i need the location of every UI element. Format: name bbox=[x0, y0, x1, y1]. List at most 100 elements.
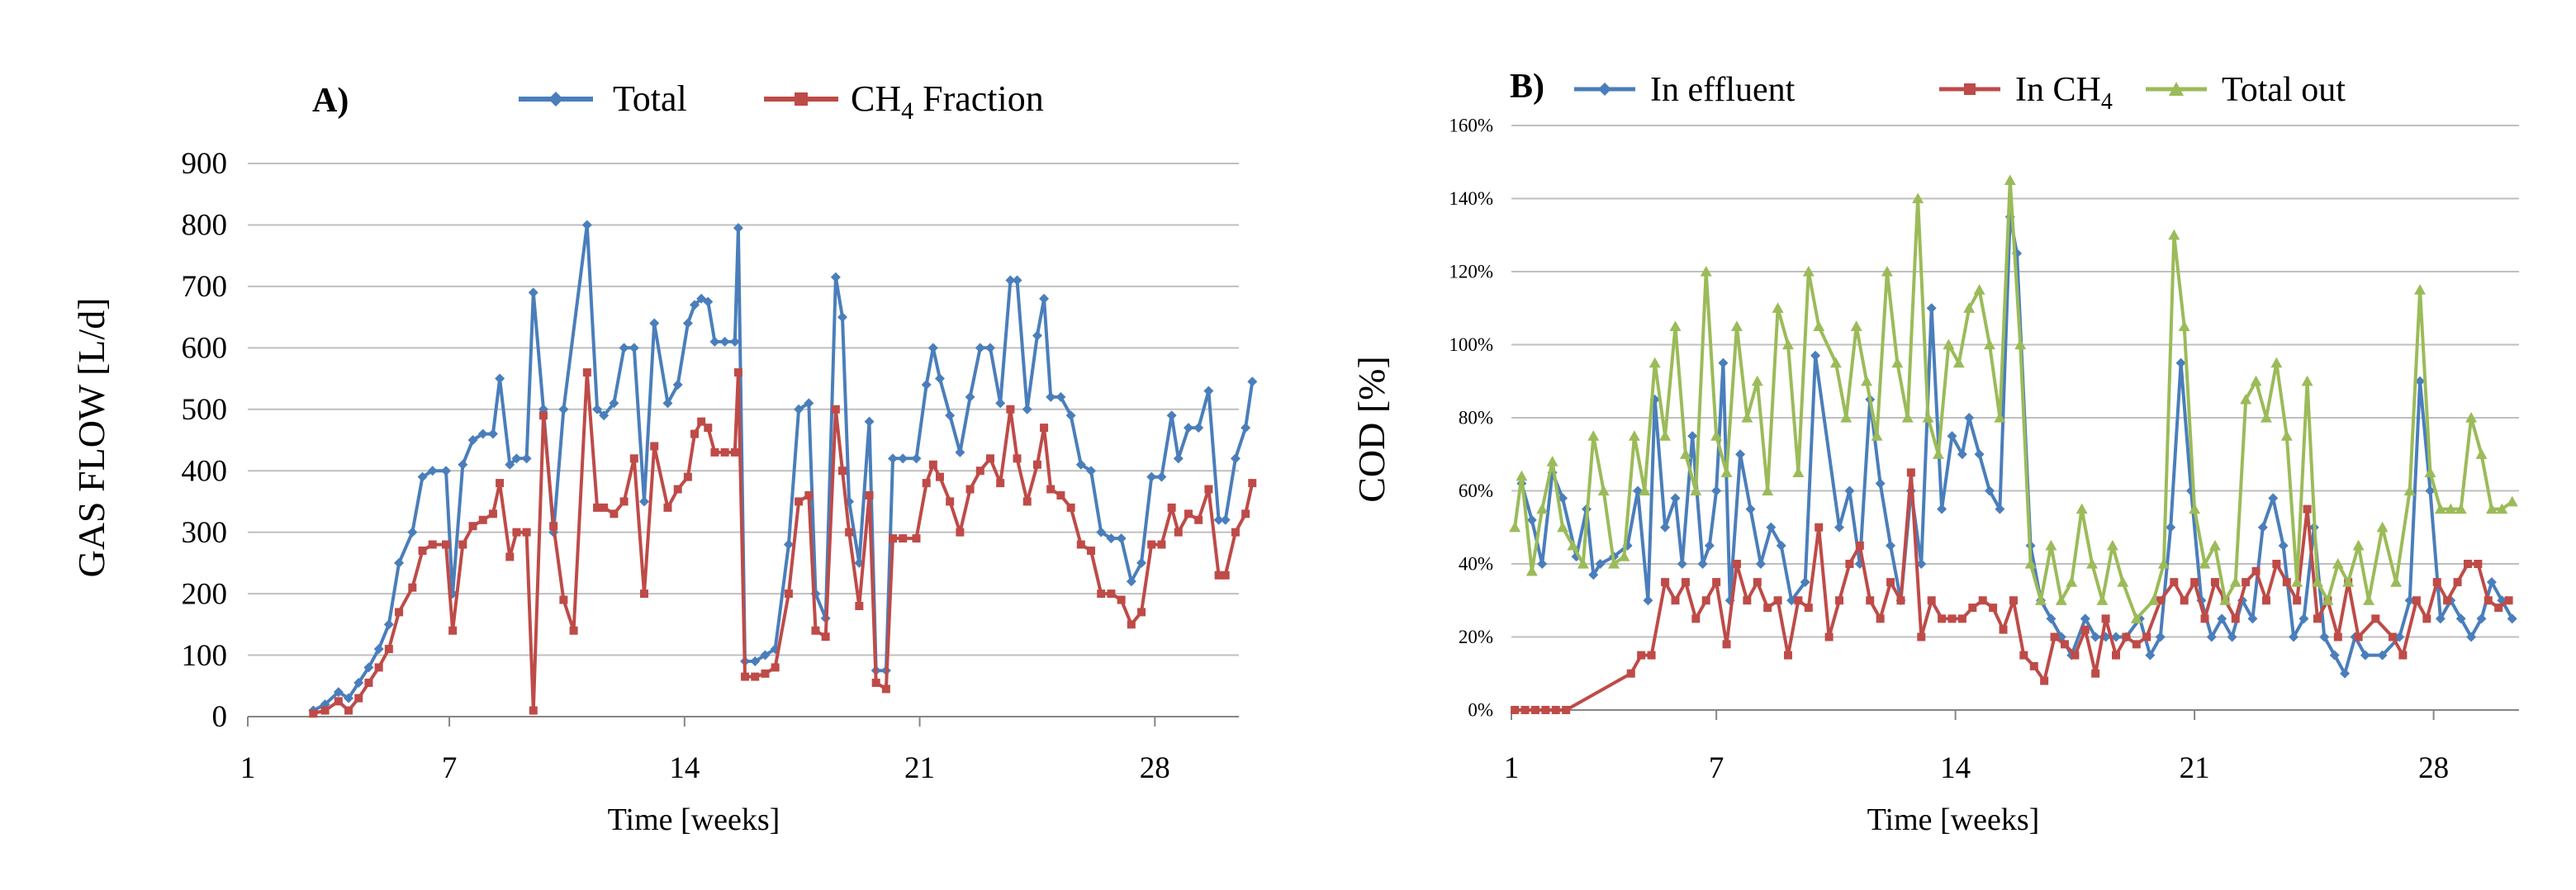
data-point bbox=[1546, 456, 1558, 466]
data-point bbox=[2388, 632, 2397, 641]
data-point bbox=[2414, 284, 2427, 295]
data-point bbox=[2170, 578, 2179, 587]
data-point bbox=[2111, 632, 2121, 642]
data-point bbox=[1670, 493, 1681, 504]
y-tick-label: 80% bbox=[1459, 408, 1493, 428]
data-point bbox=[710, 447, 719, 457]
data-point bbox=[1509, 521, 1521, 533]
data-point bbox=[2377, 650, 2388, 660]
data-point bbox=[899, 534, 908, 543]
data-point bbox=[2040, 676, 2049, 685]
data-point bbox=[2270, 357, 2283, 368]
data-point bbox=[1588, 570, 1599, 580]
legend-in-ch4-label: In CH4 bbox=[2015, 71, 2113, 115]
data-point bbox=[448, 626, 458, 635]
data-point bbox=[888, 453, 899, 464]
data-point bbox=[2322, 594, 2334, 605]
data-point bbox=[1861, 375, 1873, 386]
data-point bbox=[1536, 503, 1549, 514]
data-point bbox=[1690, 485, 1702, 496]
data-point bbox=[996, 479, 1005, 488]
data-point bbox=[760, 650, 771, 660]
series-in-ch4 bbox=[1511, 468, 2513, 714]
data-point bbox=[912, 534, 921, 543]
data-point bbox=[2227, 632, 2237, 642]
data-point bbox=[1056, 491, 1065, 499]
data-point bbox=[2045, 539, 2057, 551]
data-point bbox=[985, 454, 994, 463]
data-point bbox=[898, 453, 908, 464]
data-point bbox=[1567, 539, 1579, 551]
data-point bbox=[1248, 479, 1257, 488]
data-point bbox=[1730, 320, 1743, 331]
data-point bbox=[1800, 577, 1810, 588]
data-point bbox=[720, 447, 729, 457]
data-point bbox=[1558, 493, 1568, 504]
x-tick-label: 14 bbox=[1940, 751, 1971, 785]
data-point bbox=[592, 404, 603, 414]
data-point bbox=[1056, 391, 1066, 402]
legend-total-marker-icon bbox=[548, 92, 563, 107]
data-point bbox=[690, 429, 700, 438]
y-tick-label: 700 bbox=[182, 270, 228, 304]
data-point bbox=[1773, 596, 1782, 605]
data-point bbox=[511, 453, 522, 464]
data-point bbox=[1722, 640, 1731, 649]
data-point bbox=[2086, 558, 2099, 569]
data-point bbox=[1096, 527, 1107, 537]
panel-b-y-axis-label: COD [%] bbox=[1350, 356, 1392, 503]
data-point bbox=[1844, 485, 1855, 496]
data-point bbox=[928, 460, 937, 469]
data-point bbox=[955, 447, 965, 457]
data-point bbox=[1881, 266, 1893, 277]
data-point bbox=[2106, 539, 2118, 551]
data-point bbox=[2190, 578, 2199, 587]
data-point bbox=[528, 287, 538, 298]
series-line bbox=[1513, 178, 2513, 621]
data-point bbox=[467, 435, 478, 445]
data-point bbox=[2390, 576, 2403, 587]
data-point bbox=[320, 706, 330, 715]
data-point bbox=[2168, 229, 2180, 240]
data-point bbox=[1660, 522, 1671, 533]
x-tick-label: 1 bbox=[240, 751, 256, 785]
data-point bbox=[935, 472, 944, 481]
series-in-effluent bbox=[1516, 211, 2517, 679]
data-point bbox=[1231, 528, 1240, 537]
data-point bbox=[2004, 174, 2016, 185]
data-point bbox=[1720, 466, 1733, 477]
data-point bbox=[2394, 632, 2405, 642]
data-point bbox=[2485, 503, 2498, 514]
data-point bbox=[2268, 493, 2279, 504]
data-point bbox=[2157, 558, 2170, 569]
data-point bbox=[2443, 596, 2452, 605]
data-point bbox=[1792, 466, 1805, 477]
data-point bbox=[1671, 596, 1680, 605]
data-point bbox=[1626, 669, 1635, 678]
data-point bbox=[672, 380, 683, 390]
data-point bbox=[354, 694, 363, 703]
data-point bbox=[1116, 533, 1127, 544]
data-point bbox=[2483, 596, 2493, 605]
data-point bbox=[353, 678, 364, 689]
data-point bbox=[1595, 559, 1606, 569]
data-point bbox=[1097, 589, 1106, 599]
data-point bbox=[663, 503, 672, 512]
data-point bbox=[1983, 338, 1995, 350]
data-point bbox=[1525, 565, 1538, 576]
x-tick-label: 7 bbox=[442, 751, 458, 785]
data-point bbox=[1241, 423, 1251, 433]
data-point bbox=[1214, 570, 1223, 580]
data-point bbox=[2166, 522, 2176, 533]
data-point bbox=[2278, 540, 2289, 551]
data-point bbox=[2280, 430, 2293, 441]
data-point bbox=[619, 497, 629, 506]
data-point bbox=[2217, 613, 2227, 624]
data-point bbox=[582, 368, 591, 377]
data-point bbox=[468, 522, 477, 531]
data-point bbox=[1896, 596, 1905, 605]
data-point bbox=[1952, 357, 1965, 368]
panel-b-legend: In effluent In CH4 Total out bbox=[1574, 71, 2346, 115]
data-point bbox=[1146, 471, 1157, 482]
data-point bbox=[1901, 412, 1914, 423]
